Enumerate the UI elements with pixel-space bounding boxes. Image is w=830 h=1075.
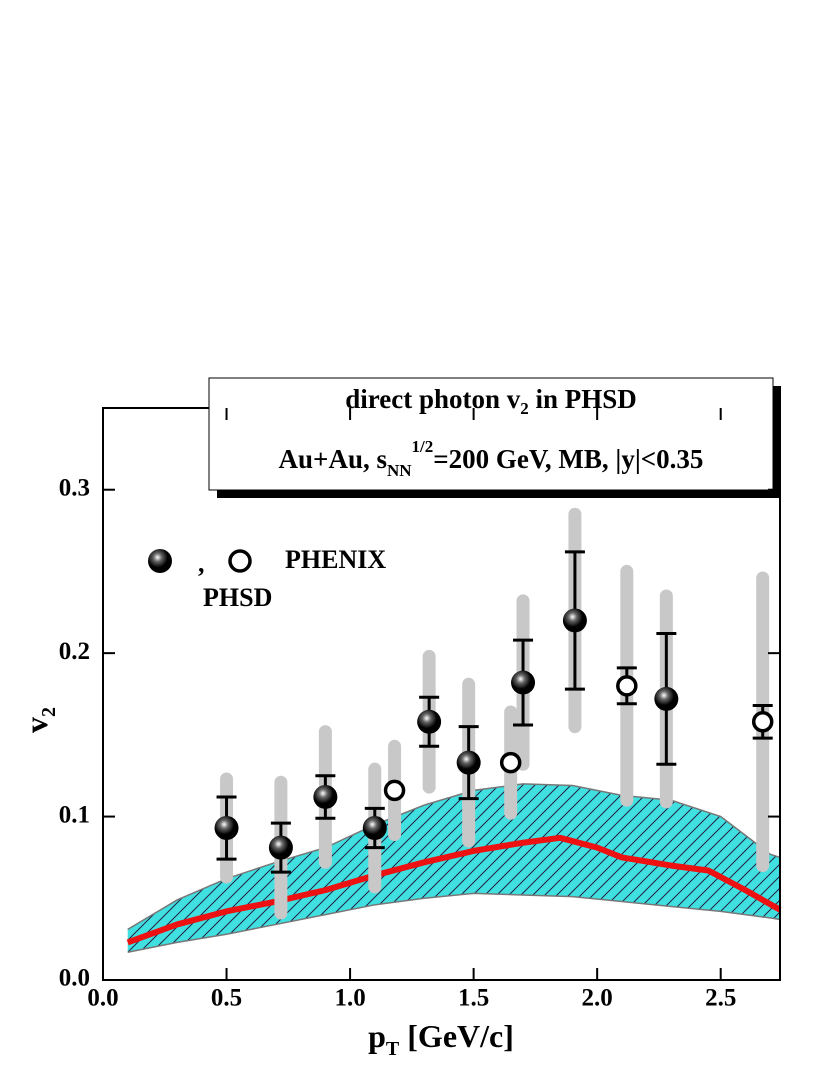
- point: [362, 816, 387, 841]
- y-axis-label: v2: [18, 707, 59, 733]
- chart-title: direct photon v2 in PHSD: [345, 384, 637, 418]
- legend-marker-open: [228, 549, 252, 573]
- x-tick-label: 2.5: [705, 985, 736, 1012]
- legend-label: PHENIX: [285, 545, 386, 574]
- plot-area: [126, 507, 782, 953]
- point: [456, 750, 481, 775]
- x-tick-label: 0.0: [87, 985, 118, 1012]
- y-tick-label: 0.2: [59, 638, 90, 665]
- x-tick-label: 2.0: [582, 985, 613, 1012]
- point: [499, 751, 522, 774]
- x-axis-label: pT [GeV/c]: [368, 1018, 514, 1059]
- point: [313, 784, 338, 809]
- point: [751, 711, 774, 733]
- point: [654, 686, 679, 711]
- y-tick-label: 0.1: [59, 801, 90, 828]
- legend-separator: ,: [198, 549, 205, 578]
- point: [268, 835, 293, 860]
- point: [511, 670, 536, 695]
- line: [126, 834, 782, 946]
- point: [383, 779, 406, 802]
- y-tick-label: 0.0: [59, 965, 90, 992]
- title-box: [208, 377, 774, 491]
- point: [417, 709, 442, 734]
- legend: , PHENIX PHSD: [148, 545, 386, 612]
- band-lower: [127, 892, 781, 953]
- point: [562, 608, 587, 633]
- chart-subtitle: Au+Au, sNN1/2=200 GeV, MB, |y|<0.35: [279, 437, 704, 480]
- x-tick-label: 0.5: [211, 985, 242, 1012]
- x-tick-label: 1.5: [458, 985, 489, 1012]
- y-tick-label: 0.3: [59, 474, 90, 501]
- point: [616, 675, 638, 697]
- point: [214, 816, 239, 841]
- band-area: [127, 783, 781, 953]
- legend-marker-filled: [148, 549, 172, 573]
- legend-label: PHSD: [203, 583, 272, 612]
- x-tick-label: 1.0: [334, 985, 365, 1012]
